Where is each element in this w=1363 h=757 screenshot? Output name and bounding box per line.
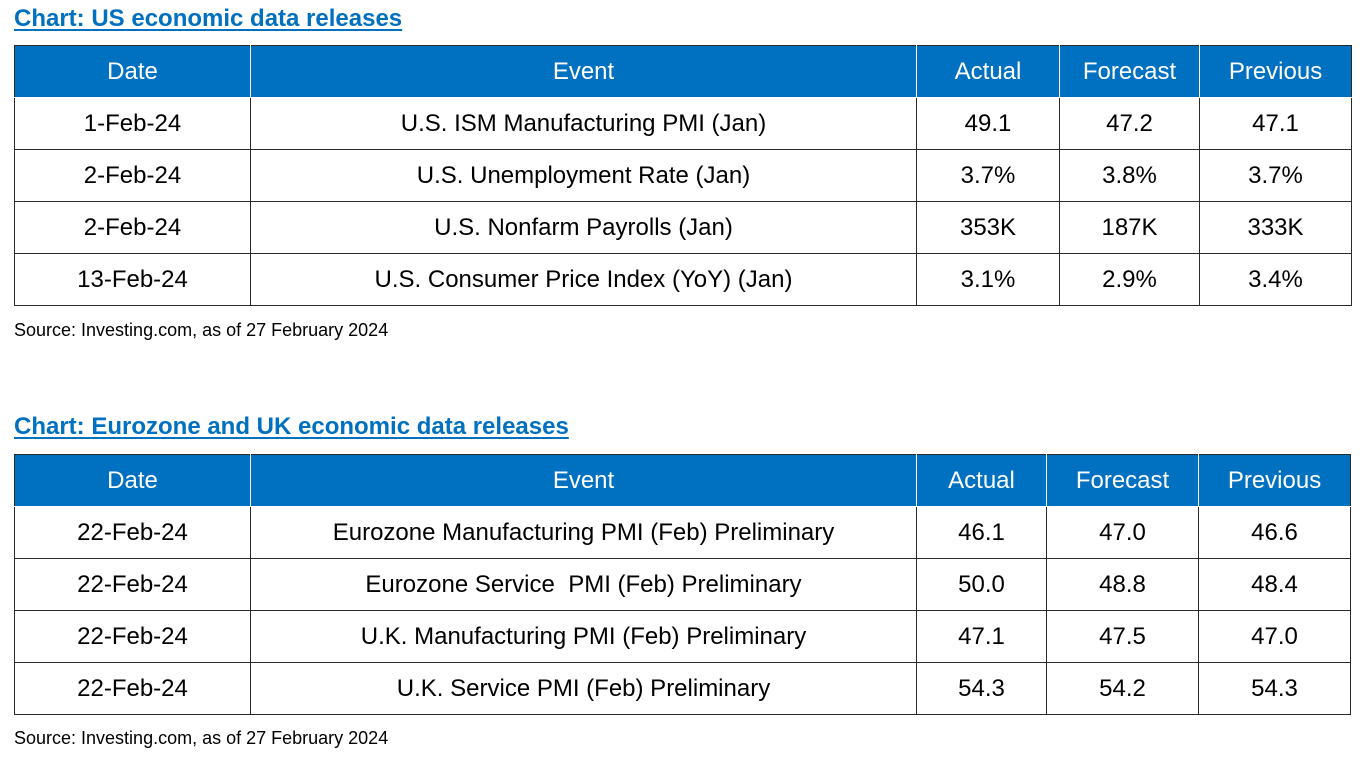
cell-forecast: 2.9% bbox=[1059, 253, 1200, 306]
us-chart-title: Chart: US economic data releases bbox=[14, 5, 403, 32]
column-header-actual: Actual bbox=[916, 45, 1060, 98]
table-row: 22-Feb-24 Eurozone Service PMI (Feb) Pre… bbox=[14, 558, 1351, 611]
cell-event: Eurozone Manufacturing PMI (Feb) Prelimi… bbox=[250, 506, 917, 559]
column-header-event: Event bbox=[250, 45, 917, 98]
eu-chart-title: Chart: Eurozone and UK economic data rel… bbox=[14, 413, 569, 440]
cell-actual: 46.1 bbox=[916, 506, 1047, 559]
column-header-date: Date bbox=[14, 45, 251, 98]
eu-source-note: Source: Investing.com, as of 27 February… bbox=[14, 728, 389, 748]
cell-actual: 3.1% bbox=[916, 253, 1060, 306]
cell-forecast: 47.5 bbox=[1046, 610, 1199, 663]
cell-event: Eurozone Service PMI (Feb) Preliminary bbox=[250, 558, 917, 611]
cell-forecast: 3.8% bbox=[1059, 149, 1200, 202]
table-row: 22-Feb-24 U.K. Service PMI (Feb) Prelimi… bbox=[14, 662, 1351, 715]
cell-date: 22-Feb-24 bbox=[14, 558, 251, 611]
cell-actual: 353K bbox=[916, 201, 1060, 254]
cell-date: 22-Feb-24 bbox=[14, 506, 251, 559]
cell-event: U.K. Service PMI (Feb) Preliminary bbox=[250, 662, 917, 715]
cell-actual: 3.7% bbox=[916, 149, 1060, 202]
table-row: 2-Feb-24 U.S. Nonfarm Payrolls (Jan) 353… bbox=[14, 201, 1352, 254]
cell-forecast: 187K bbox=[1059, 201, 1200, 254]
cell-date: 1-Feb-24 bbox=[14, 97, 251, 150]
table-row: 1-Feb-24 U.S. ISM Manufacturing PMI (Jan… bbox=[14, 97, 1352, 150]
cell-event: U.S. Consumer Price Index (YoY) (Jan) bbox=[250, 253, 917, 306]
table-row: 13-Feb-24 U.S. Consumer Price Index (YoY… bbox=[14, 253, 1352, 306]
column-header-previous: Previous bbox=[1198, 454, 1351, 507]
cell-date: 2-Feb-24 bbox=[14, 201, 251, 254]
cell-previous: 47.0 bbox=[1198, 610, 1351, 663]
cell-actual: 47.1 bbox=[916, 610, 1047, 663]
column-header-event: Event bbox=[250, 454, 917, 507]
eu-data-table: Date Event Actual Forecast Previous 22-F… bbox=[14, 454, 1351, 715]
column-header-actual: Actual bbox=[916, 454, 1047, 507]
column-header-forecast: Forecast bbox=[1046, 454, 1199, 507]
table-row: 22-Feb-24 U.K. Manufacturing PMI (Feb) P… bbox=[14, 610, 1351, 663]
cell-previous: 3.7% bbox=[1199, 149, 1352, 202]
cell-previous: 48.4 bbox=[1198, 558, 1351, 611]
column-header-previous: Previous bbox=[1199, 45, 1352, 98]
cell-forecast: 48.8 bbox=[1046, 558, 1199, 611]
cell-previous: 54.3 bbox=[1198, 662, 1351, 715]
us-section: Chart: US economic data releases bbox=[14, 4, 402, 34]
cell-previous: 3.4% bbox=[1199, 253, 1352, 306]
cell-previous: 46.6 bbox=[1198, 506, 1351, 559]
table-row: 22-Feb-24 Eurozone Manufacturing PMI (Fe… bbox=[14, 506, 1351, 559]
cell-date: 13-Feb-24 bbox=[14, 253, 251, 306]
eu-section: Chart: Eurozone and UK economic data rel… bbox=[14, 412, 569, 442]
cell-event: U.S. Nonfarm Payrolls (Jan) bbox=[250, 201, 917, 254]
cell-date: 22-Feb-24 bbox=[14, 662, 251, 715]
us-data-table: Date Event Actual Forecast Previous 1-Fe… bbox=[14, 45, 1352, 306]
cell-event: U.K. Manufacturing PMI (Feb) Preliminary bbox=[250, 610, 917, 663]
cell-event: U.S. ISM Manufacturing PMI (Jan) bbox=[250, 97, 917, 150]
us-source-note: Source: Investing.com, as of 27 February… bbox=[14, 320, 389, 340]
table-header-row: Date Event Actual Forecast Previous bbox=[14, 45, 1352, 98]
cell-event: U.S. Unemployment Rate (Jan) bbox=[250, 149, 917, 202]
cell-actual: 54.3 bbox=[916, 662, 1047, 715]
cell-forecast: 47.0 bbox=[1046, 506, 1199, 559]
cell-forecast: 47.2 bbox=[1059, 97, 1200, 150]
column-header-forecast: Forecast bbox=[1059, 45, 1200, 98]
cell-actual: 50.0 bbox=[916, 558, 1047, 611]
cell-forecast: 54.2 bbox=[1046, 662, 1199, 715]
table-header-row: Date Event Actual Forecast Previous bbox=[14, 454, 1351, 507]
cell-date: 2-Feb-24 bbox=[14, 149, 251, 202]
cell-previous: 333K bbox=[1199, 201, 1352, 254]
cell-date: 22-Feb-24 bbox=[14, 610, 251, 663]
cell-actual: 49.1 bbox=[916, 97, 1060, 150]
cell-previous: 47.1 bbox=[1199, 97, 1352, 150]
column-header-date: Date bbox=[14, 454, 251, 507]
table-row: 2-Feb-24 U.S. Unemployment Rate (Jan) 3.… bbox=[14, 149, 1352, 202]
